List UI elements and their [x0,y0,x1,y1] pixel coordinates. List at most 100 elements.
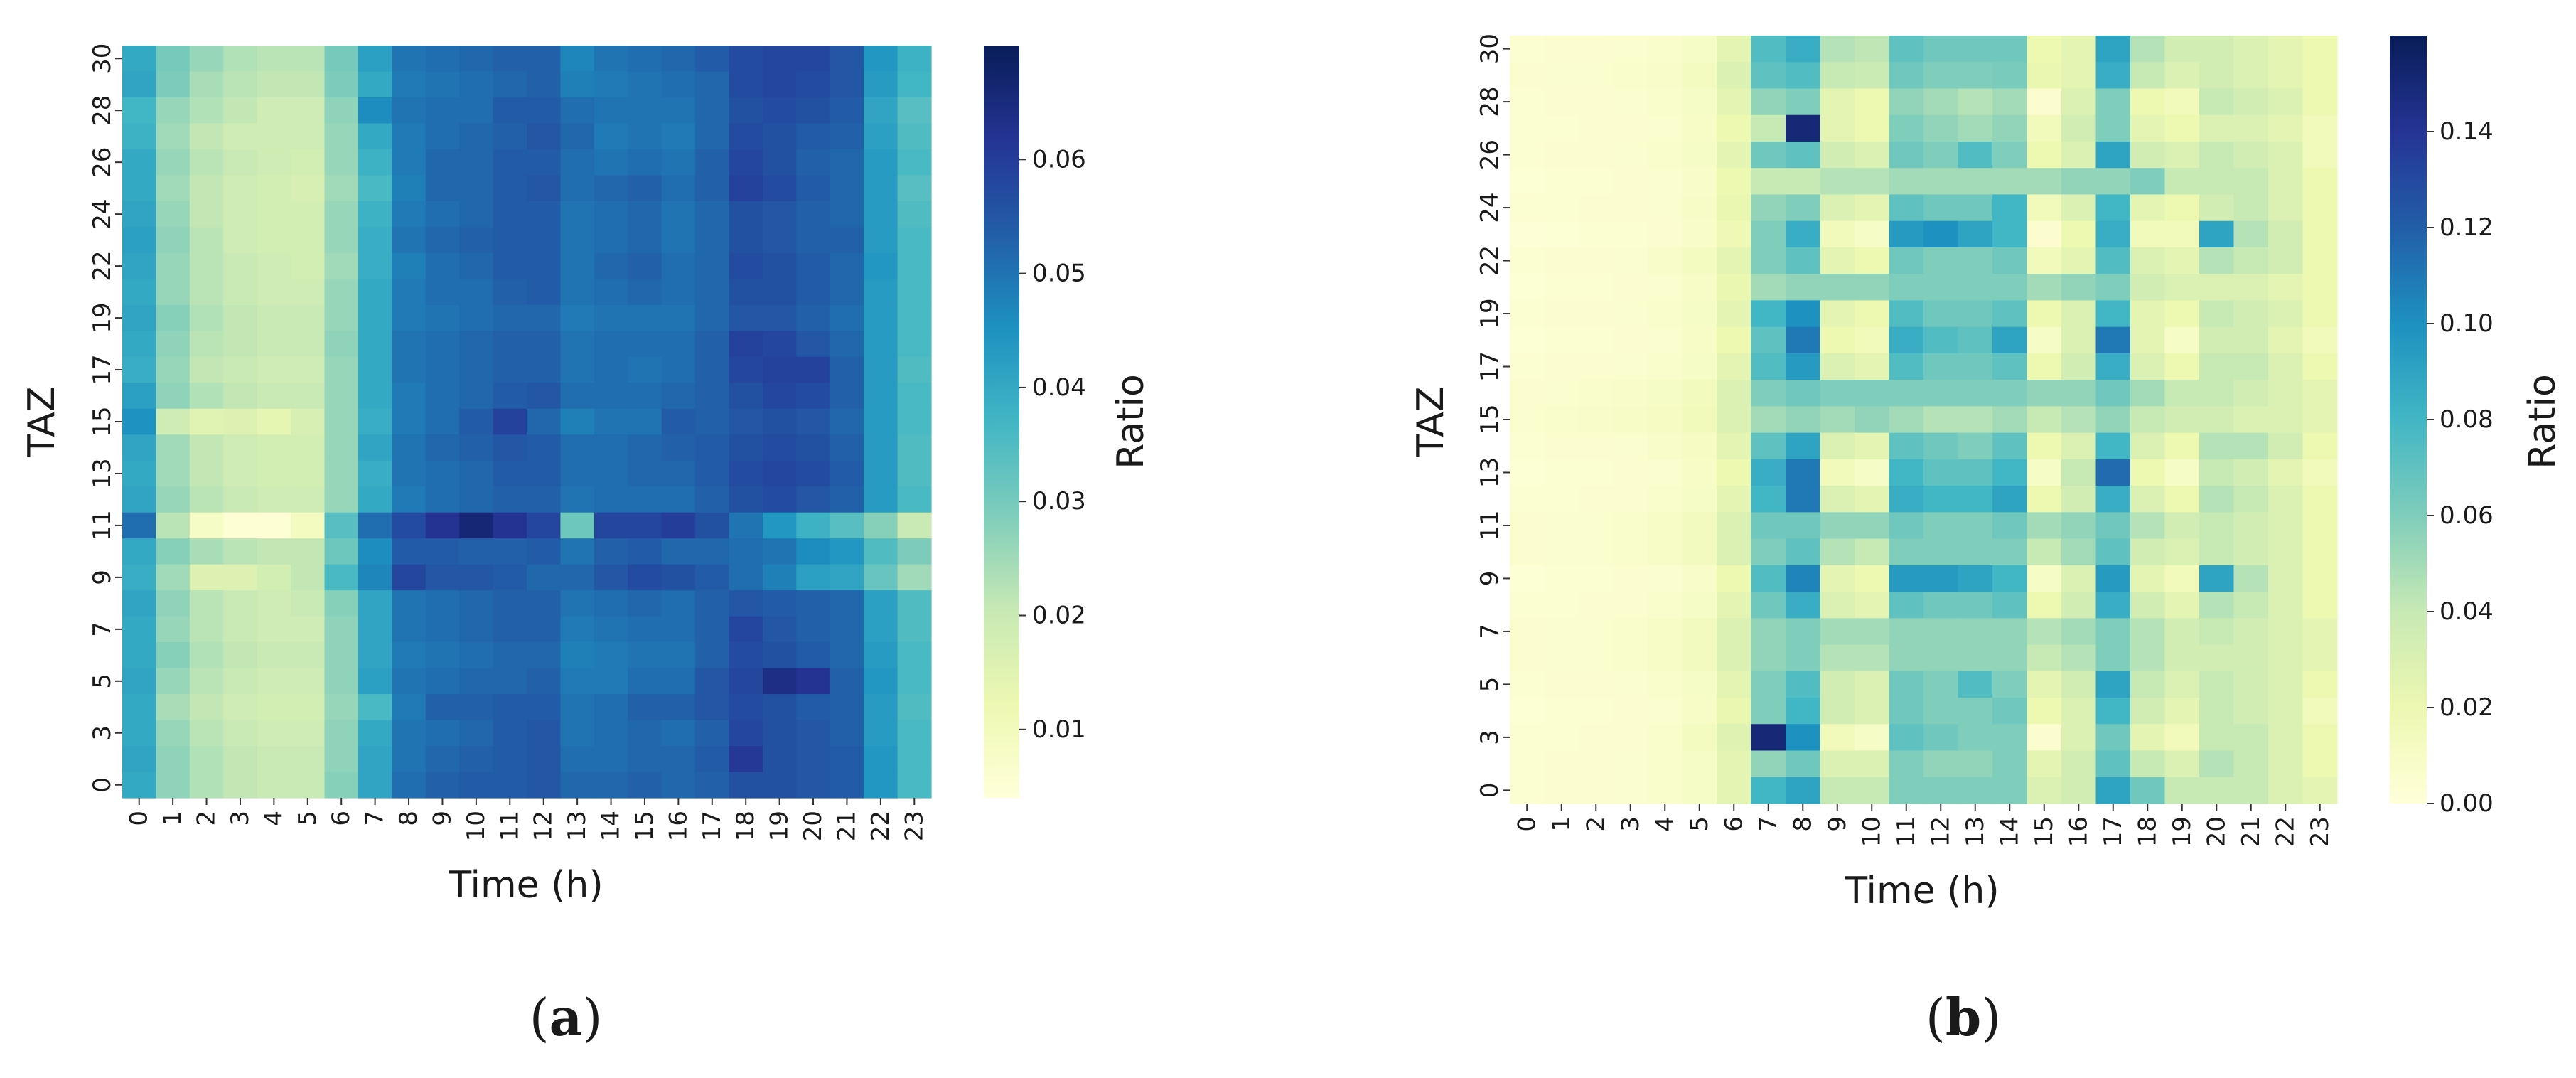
heatmap-a-cell [560,383,595,410]
heatmap-a-cell [560,304,595,331]
heatmap-a-cell [189,434,224,461]
heatmap-b-cell [1958,698,1993,725]
heatmap-b-cell [1958,486,1993,513]
heatmap-a-cell [358,720,392,747]
heatmap-b-cell [1544,114,1579,142]
heatmap-b-cell [2268,486,2304,513]
heatmap-a-cell [796,642,831,669]
heatmap-a-cell [493,356,527,383]
heatmap-a-cell [864,227,898,254]
heatmap-a-cell [729,408,763,435]
heatmap-b-cell [1889,300,1924,328]
heatmap-a-cell [729,97,763,124]
heatmap-a-cell [796,356,831,383]
heatmap-a-cell [223,175,258,202]
heatmap-b-y-tick-label: 5 [1476,677,1504,693]
heatmap-a-cell [864,408,898,435]
heatmap-b-cell [1855,194,1890,222]
heatmap-b-cell [2164,432,2200,460]
heatmap-b-cell [1992,750,2028,778]
heatmap-a-cell [729,590,763,617]
heatmap-b-cell [1889,380,1924,407]
heatmap-a-cell [864,149,898,176]
heatmap-a-cell [291,694,326,721]
heatmap-b-cell [1682,274,1717,301]
heatmap-b-cell [2199,406,2235,434]
heatmap-b-cell [2164,698,2200,725]
heatmap-a-cell [729,304,763,331]
heatmap-a-cell [762,538,797,565]
heatmap-a-cell [796,304,831,331]
heatmap-a-cell [223,668,258,695]
heatmap-b-cell [1579,141,1614,169]
heatmap-a-cell [156,642,190,669]
heatmap-a-cell [324,279,359,306]
heatmap-a-cell [560,71,595,98]
heatmap-b-cell [1855,592,1890,619]
heatmap-a-cell [156,304,190,331]
heatmap-a-cell [425,772,460,799]
colorbar-a-tick-label: 0.05 [1032,260,1086,288]
heatmap-b-cell [1648,247,1683,274]
heatmap-a-cell [796,149,831,176]
heatmap-a-cell [291,772,326,799]
heatmap-b-cell [1648,459,1683,486]
heatmap-b-cell [1510,36,1545,63]
heatmap-b-cell [1682,220,1717,248]
heatmap-b-cell [2027,141,2062,169]
heatmap-b-cell [2130,406,2166,434]
heatmap-a-cell [493,175,527,202]
heatmap-b-cell [1544,326,1579,354]
heatmap-b-cell [1992,353,2028,380]
heatmap-b-cell [2061,750,2097,778]
heatmap-a-cell [594,123,628,150]
heatmap-a-cell [358,149,392,176]
heatmap-a-cell [392,175,426,202]
heatmap-b-cell [1751,644,1786,672]
heatmap-a-cell [527,97,562,124]
heatmap-a-cell [628,590,662,617]
heatmap-b-cell [2164,326,2200,354]
heatmap-b-cell [2027,168,2062,196]
heatmap-b-cell [2268,512,2304,540]
heatmap-b-cell [2199,247,2235,274]
heatmap-b-cell [1751,62,1786,90]
heatmap-b-cell [1579,274,1614,301]
heatmap-b-cell [1613,724,1648,752]
heatmap-b-cell [2199,724,2235,752]
heatmap-b-cell [1855,168,1890,196]
heatmap-a-cell [897,304,932,331]
heatmap-a-cell [257,97,291,124]
heatmap-a-cell [257,746,291,773]
heatmap-a-cell [493,383,527,410]
heatmap-a-cell [122,304,157,331]
heatmap-b-cell [1751,592,1786,619]
heatmap-b-cell [2027,36,2062,63]
heatmap-b-cell [1510,406,1545,434]
heatmap-b-cell [1682,777,1717,804]
heatmap-b-cell [1855,565,1890,592]
heatmap-a-cell [425,123,460,150]
heatmap-a-cell [257,252,291,279]
heatmap-b-cell [1923,486,1959,513]
heatmap-a-cell [324,486,359,513]
heatmap-a-cell [122,123,157,150]
heatmap-a-cell [291,252,326,279]
heatmap-a-cell [122,460,157,487]
heatmap-a-cell [291,356,326,383]
colorbar-b-ticks: 0.000.020.040.060.080.100.120.14 [2427,117,2494,818]
heatmap-a-cell [864,331,898,358]
heatmap-a-cell [358,460,392,487]
heatmap-b-cell [2233,88,2269,116]
heatmap-b-cell [1855,406,1890,434]
heatmap-a-cell [762,123,797,150]
heatmap-a-cell [358,252,392,279]
heatmap-b-cell [2027,380,2062,407]
heatmap-b-cell [2164,194,2200,222]
heatmap-a-cell [156,772,190,799]
heatmap-a-x-tick-label: 5 [294,811,322,826]
heatmap-b-cell [1958,274,1993,301]
heatmap-a-cell [762,201,797,228]
heatmap-b-cell [2199,644,2235,672]
heatmap-b-cell [1889,671,1924,698]
